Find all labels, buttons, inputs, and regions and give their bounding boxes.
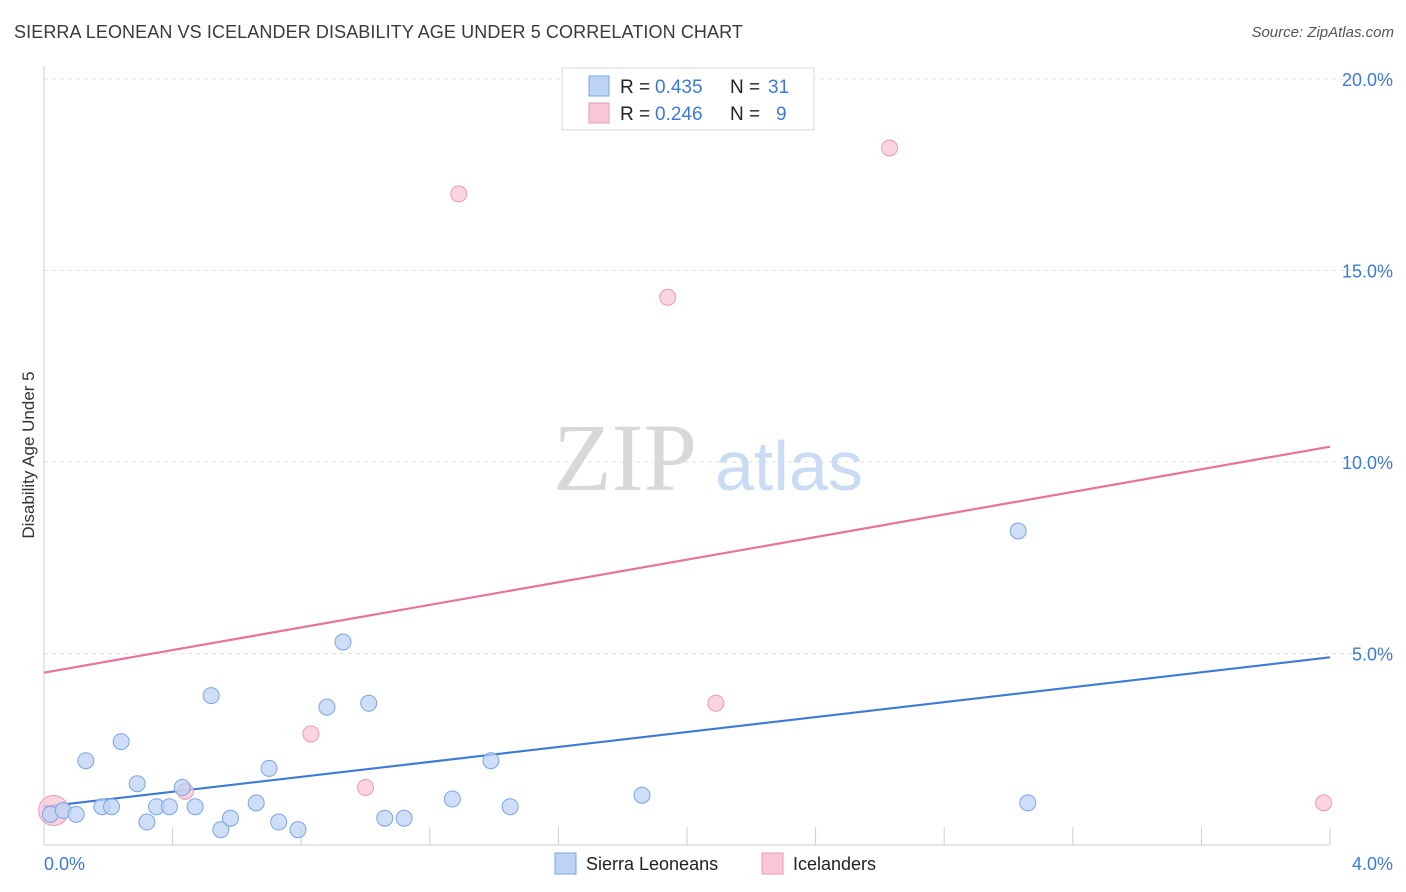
legend-n-label: N = <box>730 77 760 98</box>
point-icelanders <box>302 725 320 743</box>
legend-swatch-sierra-leoneans <box>554 852 577 875</box>
point-sierra-leoneans <box>173 779 191 797</box>
trend-line-sierra-leoneans <box>43 656 1331 808</box>
axes <box>43 66 1331 846</box>
point-sierra-leoneans <box>501 798 519 816</box>
y-tick-label: 20.0% <box>1342 70 1393 90</box>
point-icelanders <box>659 288 677 306</box>
legend-r-value: 0.435 <box>655 77 703 98</box>
point-icelanders <box>1315 794 1333 812</box>
point-sierra-leoneans <box>103 798 121 816</box>
watermark-zip: ZIP <box>553 404 697 511</box>
point-sierra-leoneans <box>376 809 394 827</box>
watermark-atlas: atlas <box>715 427 863 505</box>
chart-title: SIERRA LEONEAN VS ICELANDER DISABILITY A… <box>14 22 743 42</box>
point-sierra-leoneans <box>633 786 651 804</box>
legend-swatch-icelanders <box>761 852 784 875</box>
point-sierra-leoneans <box>1009 522 1027 540</box>
point-sierra-leoneans <box>186 798 204 816</box>
source-label: Source: ZipAtlas.com <box>1251 24 1394 41</box>
point-sierra-leoneans <box>128 775 146 793</box>
trend-lines <box>43 445 1331 808</box>
point-sierra-leoneans <box>443 790 461 808</box>
point-icelanders <box>881 139 899 157</box>
point-sierra-leoneans <box>221 809 239 827</box>
point-sierra-leoneans <box>260 759 278 777</box>
x-tick-label: 4.0% <box>1352 854 1393 874</box>
legend-r-label: R = <box>620 77 650 98</box>
point-sierra-leoneans <box>360 694 378 712</box>
tick-labels: 5.0% 10.0% 15.0% 20.0% 0.0% 4.0% <box>44 70 1393 874</box>
point-sierra-leoneans <box>202 687 220 705</box>
y-tick-label: 15.0% <box>1342 262 1393 282</box>
grid-lines <box>44 78 1394 654</box>
point-sierra-leoneans <box>212 821 230 839</box>
point-icelanders <box>450 185 468 203</box>
legend-n-value: 31 <box>768 77 789 98</box>
point-sierra-leoneans <box>270 813 288 831</box>
point-sierra-leoneans <box>138 813 156 831</box>
point-sierra-leoneans <box>77 752 95 770</box>
legend-n-label: N = <box>730 104 760 125</box>
legend-sierra-leoneans: Sierra Leoneans <box>586 854 718 874</box>
point-sierra-leoneans <box>395 809 413 827</box>
legend-r-label: R = <box>620 104 650 125</box>
y-axis-label: Disability Age Under 5 <box>19 371 38 538</box>
legend-swatch-blue <box>588 75 610 97</box>
series-legend: Sierra Leoneans Icelanders <box>554 852 876 875</box>
legend-n-value: 9 <box>776 104 787 125</box>
point-sierra-leoneans <box>289 821 307 839</box>
legend-r-value: 0.246 <box>655 104 703 125</box>
data-points <box>38 139 1333 839</box>
point-sierra-leoneans <box>482 752 500 770</box>
point-sierra-leoneans <box>334 633 352 651</box>
point-sierra-leoneans <box>112 733 130 751</box>
point-sierra-leoneans <box>67 805 85 823</box>
watermark: ZIP atlas <box>553 404 863 511</box>
point-sierra-leoneans <box>160 798 178 816</box>
point-sierra-leoneans <box>1019 794 1037 812</box>
legend-swatch-pink <box>588 102 610 124</box>
trend-line-icelanders <box>43 445 1331 674</box>
x-tick-label: 0.0% <box>44 854 85 874</box>
point-sierra-leoneans <box>318 698 336 716</box>
point-icelanders <box>707 694 725 712</box>
y-tick-label: 10.0% <box>1342 453 1393 473</box>
y-tick-label: 5.0% <box>1352 645 1393 665</box>
point-sierra-leoneans <box>247 794 265 812</box>
point-icelanders <box>357 779 374 797</box>
legend-icelanders: Icelanders <box>793 854 876 874</box>
stats-legend: R = 0.435 N = 31 R = 0.246 N = 9 <box>561 67 815 131</box>
